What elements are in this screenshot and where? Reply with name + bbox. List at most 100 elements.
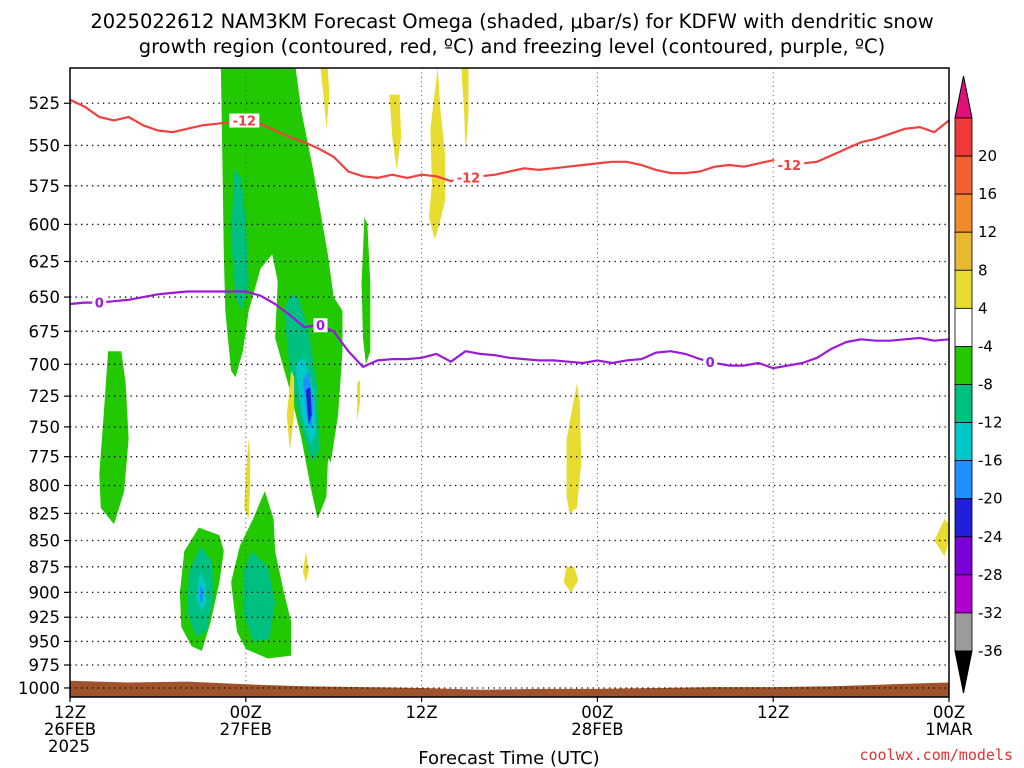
freezing-label-3-bg bbox=[703, 354, 718, 369]
y-tick-label-925: 925 bbox=[29, 608, 61, 627]
dgz-contour-neg12 bbox=[70, 98, 949, 183]
y-axis: 525 550 575 600 625 650 675 700 725 750 775 800 825 8… bbox=[18, 94, 70, 698]
omega-ascent-region-7 bbox=[361, 216, 371, 365]
y-tick-label-775: 775 bbox=[29, 448, 61, 467]
omega-ascent-region-12 bbox=[199, 585, 204, 603]
x-tick-label-24-0: 12Z bbox=[405, 703, 437, 722]
y-tick-label-550: 550 bbox=[29, 136, 61, 155]
omega-descent-region-24 bbox=[563, 566, 579, 593]
colorbar-label-12: 16 bbox=[978, 185, 997, 203]
y-tick-label-600: 600 bbox=[29, 215, 61, 234]
colorbar-label-8: -4 bbox=[978, 337, 993, 355]
colorbar-label-0: -36 bbox=[978, 642, 1003, 660]
omega-descent-region-21 bbox=[244, 438, 251, 519]
omega-descent-region-19 bbox=[286, 370, 295, 451]
x-tick-label-0-2: 2025 bbox=[48, 737, 90, 756]
freezing-label-1: 0 bbox=[95, 297, 104, 312]
chart-title-line-2: growth region (contoured, red, ºC) and f… bbox=[139, 35, 886, 58]
y-tick-label-750: 750 bbox=[29, 418, 61, 437]
colorbar-bin-9 bbox=[954, 460, 973, 500]
dgz-label-3: -12 bbox=[778, 159, 802, 174]
freezing-level-contour bbox=[70, 290, 949, 370]
y-tick-label-1000: 1000 bbox=[18, 679, 60, 698]
freezing-label-2: 0 bbox=[316, 319, 325, 334]
colorbar-label-2: -28 bbox=[978, 566, 1003, 584]
grid bbox=[70, 68, 949, 697]
colorbar-bin-0 bbox=[954, 117, 973, 157]
omega-ascent-region-14 bbox=[242, 551, 276, 642]
colorbar-bin-12 bbox=[954, 574, 973, 614]
omega-descent-region-25 bbox=[934, 518, 949, 557]
y-tick-label-700: 700 bbox=[29, 355, 61, 374]
omega-ascent-region-8 bbox=[99, 351, 129, 525]
credit-text[interactable]: coolwx.com/models bbox=[859, 746, 1013, 764]
freezing-label-3: 0 bbox=[706, 356, 715, 371]
colorbar-label-11: 12 bbox=[978, 223, 997, 241]
colorbar-bin-4 bbox=[954, 269, 973, 309]
colorbar-bin-8 bbox=[954, 422, 973, 462]
omega-descent-region-18 bbox=[461, 68, 469, 154]
colorbar-label-5: -16 bbox=[978, 452, 1003, 470]
plot-frame bbox=[69, 67, 950, 698]
dgz-label-2: -12 bbox=[457, 172, 481, 187]
colorbar-bin-5 bbox=[954, 307, 973, 347]
x-tick-label-60-1: 1MAR bbox=[925, 720, 973, 739]
plot-layers: -12 -12 -12 0 0 0 bbox=[70, 68, 949, 697]
colorbar-legend: -36 -32 -28 -24 -20 -16 -12 -8 -4 4 8 12 16 20 bbox=[954, 75, 1003, 694]
plot-area: -12 -12 -12 0 0 0 bbox=[69, 67, 950, 698]
dgz-label-3-bg bbox=[774, 157, 805, 172]
y-tick-label-825: 825 bbox=[29, 504, 61, 523]
y-tick-label-875: 875 bbox=[29, 558, 61, 577]
colorbar-label-4: -20 bbox=[978, 490, 1003, 508]
freezing-label-1-bg bbox=[92, 295, 107, 310]
omega-descent-region-15 bbox=[320, 68, 330, 129]
colorbar-bin-3 bbox=[954, 231, 973, 271]
omega-ascent-region-1 bbox=[231, 169, 249, 311]
colorbar-label-1: -32 bbox=[978, 604, 1003, 622]
omega-descent-region-16 bbox=[389, 94, 402, 170]
x-axis-label: Forecast Time (UTC) bbox=[418, 748, 599, 768]
y-tick-label-850: 850 bbox=[29, 531, 61, 550]
colorbar-bin-6 bbox=[954, 346, 973, 385]
y-tick-label-625: 625 bbox=[29, 252, 61, 271]
dgz-label-2-bg bbox=[453, 170, 484, 185]
colorbar-label-10: 8 bbox=[978, 261, 988, 279]
dgz-label-1: -12 bbox=[233, 115, 257, 130]
omega-descent-region-23 bbox=[566, 383, 582, 514]
y-tick-label-675: 675 bbox=[29, 322, 61, 341]
omega-descent-region-20 bbox=[357, 379, 361, 421]
colorbar-label-7: -8 bbox=[978, 376, 993, 394]
colorbar-label-6: -12 bbox=[978, 414, 1003, 432]
colorbar-label-9: 4 bbox=[978, 299, 988, 317]
y-tick-label-975: 975 bbox=[29, 656, 61, 675]
colorbar-bin-11 bbox=[954, 536, 973, 576]
x-tick-label-0-1: 26FEB bbox=[44, 720, 96, 739]
y-tick-label-900: 900 bbox=[29, 583, 61, 602]
x-tick-label-48-0: 12Z bbox=[757, 703, 789, 722]
colorbar-label-13: 20 bbox=[978, 147, 997, 165]
colorbar-under-arrow bbox=[954, 650, 973, 694]
colorbar-bin-1 bbox=[954, 155, 973, 195]
y-tick-label-950: 950 bbox=[29, 632, 61, 651]
y-tick-label-650: 650 bbox=[29, 288, 61, 307]
colorbar-bin-7 bbox=[954, 384, 973, 423]
freezing-label-2-bg bbox=[313, 318, 328, 333]
x-tick-label-12-0: 00Z bbox=[230, 703, 262, 722]
colorbar-label-3: -24 bbox=[978, 528, 1003, 546]
omega-descent-region-22 bbox=[302, 551, 309, 583]
y-tick-label-725: 725 bbox=[29, 387, 61, 406]
x-tick-label-12-1: 27FEB bbox=[220, 720, 272, 739]
colorbar-over-arrow bbox=[954, 75, 973, 119]
x-tick-label-36-1: 28FEB bbox=[571, 720, 623, 739]
y-tick-label-525: 525 bbox=[29, 94, 61, 113]
omega-descent-region-17 bbox=[428, 68, 445, 240]
chart-title-line-1: 2025022612 NAM3KM Forecast Omega (shaded… bbox=[90, 10, 933, 33]
colorbar-bin-2 bbox=[954, 193, 973, 233]
ground-surface bbox=[70, 680, 949, 697]
x-tick-label-0-0: 12Z bbox=[54, 703, 86, 722]
dgz-label-1-bg bbox=[229, 113, 260, 128]
y-tick-label-575: 575 bbox=[29, 177, 61, 196]
x-tick-label-60-0: 00Z bbox=[933, 703, 965, 722]
